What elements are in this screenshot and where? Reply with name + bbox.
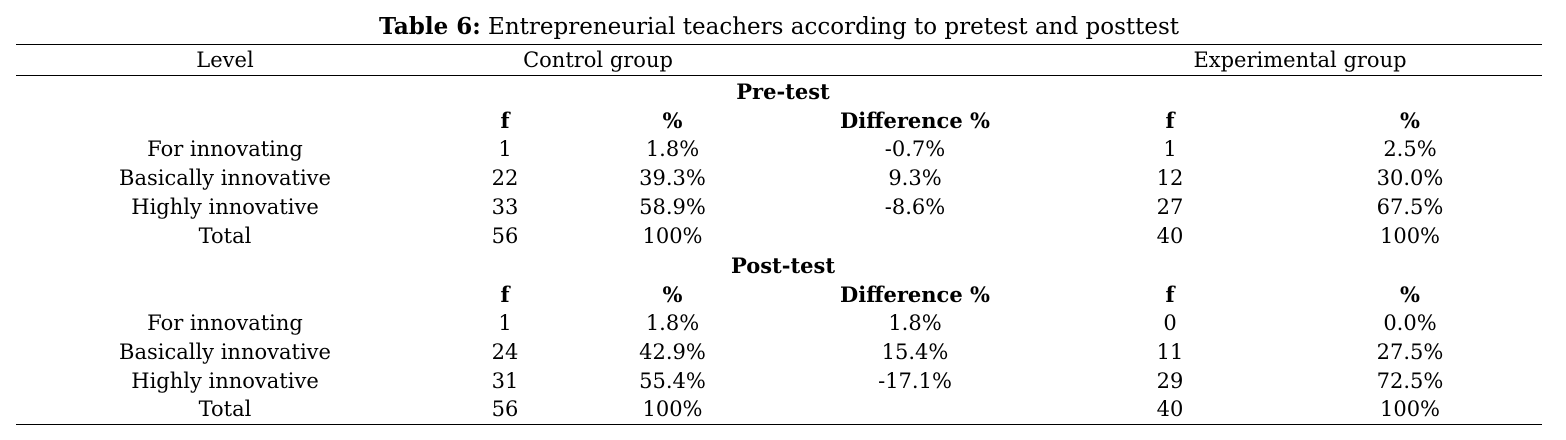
- top-rule: [16, 44, 1542, 45]
- experimental-percent: 2.5%: [1383, 137, 1437, 161]
- experimental-percent: 27.5%: [1376, 340, 1444, 364]
- difference-percent: -17.1%: [878, 369, 952, 393]
- experimental-percent: 67.5%: [1376, 195, 1444, 219]
- column-header-percent: %: [1400, 108, 1420, 133]
- bottom-rule: [16, 424, 1542, 425]
- experimental-f: 40: [1156, 397, 1184, 421]
- experimental-percent: 30.0%: [1376, 166, 1444, 190]
- control-f: 22: [491, 166, 519, 190]
- column-header-f: f: [1165, 282, 1175, 307]
- difference-percent: 15.4%: [881, 340, 949, 364]
- control-f: 33: [491, 195, 519, 219]
- row-label: Basically innovative: [119, 166, 331, 190]
- experimental-f: 0: [1163, 311, 1177, 335]
- difference-percent: -8.6%: [884, 195, 946, 219]
- experimental-percent: 0.0%: [1383, 311, 1437, 335]
- experimental-f: 40: [1156, 224, 1184, 248]
- control-percent: 1.8%: [645, 311, 700, 335]
- column-header-percent: %: [662, 108, 683, 133]
- control-f: 31: [491, 369, 519, 393]
- difference-percent: 9.3%: [888, 166, 942, 190]
- table-caption: Table 6: Entrepreneurial teachers accord…: [0, 12, 1558, 42]
- column-header-percent: %: [662, 282, 683, 307]
- control-f: 24: [491, 340, 519, 364]
- row-label: Basically innovative: [119, 340, 331, 364]
- difference-percent: -0.7%: [884, 137, 946, 161]
- header-rule: [16, 75, 1542, 76]
- experimental-f: 27: [1156, 195, 1184, 219]
- difference-percent: 1.8%: [888, 311, 942, 335]
- column-header-difference: Difference %: [840, 108, 990, 133]
- control-f: 1: [498, 137, 512, 161]
- row-label: Total: [198, 224, 252, 248]
- control-percent: 100%: [642, 224, 703, 248]
- table-caption-label: Table 6:: [378, 13, 481, 40]
- experimental-f: 29: [1156, 369, 1184, 393]
- row-label: Total: [198, 397, 252, 421]
- control-percent: 58.9%: [639, 195, 706, 219]
- header-experimental-group: Experimental group: [1193, 48, 1407, 72]
- header-control-group: Control group: [523, 48, 673, 72]
- control-f: 56: [491, 397, 519, 421]
- column-header-f: f: [1165, 108, 1175, 133]
- control-percent: 39.3%: [639, 166, 706, 190]
- table-caption-text: Entrepreneurial teachers according to pr…: [480, 14, 1180, 40]
- row-label: For innovating: [147, 311, 303, 335]
- experimental-f: 11: [1156, 340, 1184, 364]
- difference-percent: [790, 395, 1040, 424]
- column-header-f: f: [500, 108, 510, 133]
- experimental-percent: 72.5%: [1376, 369, 1444, 393]
- control-f: 56: [491, 224, 519, 248]
- experimental-f: 12: [1156, 166, 1184, 190]
- row-label: Highly innovative: [131, 369, 319, 393]
- control-percent: 1.8%: [645, 137, 700, 161]
- control-f: 1: [498, 311, 512, 335]
- column-header-percent: %: [1400, 282, 1420, 307]
- experimental-percent: 100%: [1379, 397, 1441, 421]
- control-percent: 42.9%: [639, 340, 706, 364]
- difference-percent: [790, 222, 1040, 251]
- row-label: For innovating: [147, 137, 303, 161]
- control-percent: 55.4%: [639, 369, 706, 393]
- control-percent: 100%: [642, 397, 703, 421]
- experimental-f: 1: [1163, 137, 1177, 161]
- column-header-f: f: [500, 282, 510, 307]
- header-level: Level: [196, 48, 254, 72]
- column-header-difference: Difference %: [840, 282, 990, 307]
- experimental-percent: 100%: [1379, 224, 1441, 248]
- row-label: Highly innovative: [131, 195, 319, 219]
- section-title-pretest: Pre-test: [736, 79, 830, 104]
- section-title-posttest: Post-test: [730, 253, 836, 278]
